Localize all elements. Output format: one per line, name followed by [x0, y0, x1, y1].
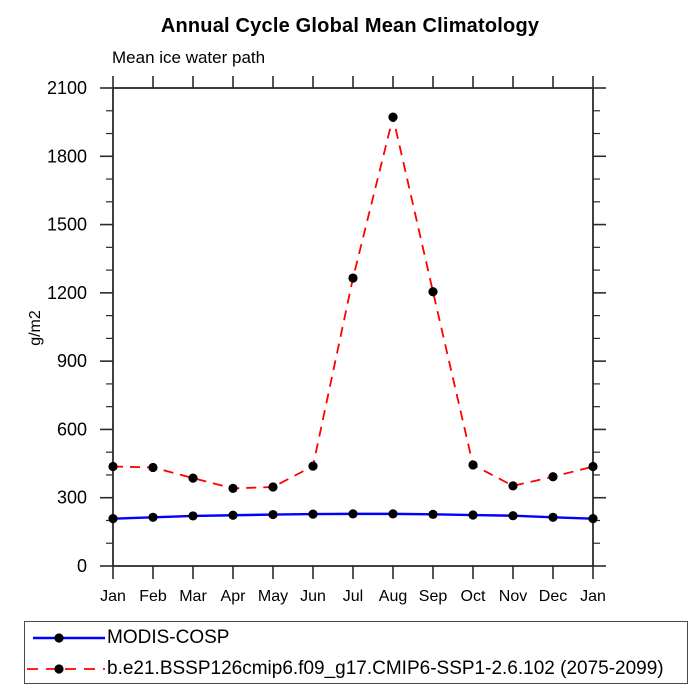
- legend-box: MODIS-COSP b.e21.BSSP126cmip6.f09_g17.CM…: [24, 621, 688, 684]
- svg-text:600: 600: [57, 419, 87, 439]
- svg-text:1500: 1500: [47, 215, 87, 235]
- svg-text:May: May: [258, 588, 288, 605]
- svg-text:Nov: Nov: [499, 588, 527, 605]
- svg-text:Jun: Jun: [300, 588, 326, 605]
- svg-text:Jul: Jul: [343, 588, 363, 605]
- svg-text:1200: 1200: [47, 283, 87, 303]
- svg-text:Jan: Jan: [100, 588, 126, 605]
- svg-text:Dec: Dec: [539, 588, 567, 605]
- svg-text:2100: 2100: [47, 78, 87, 98]
- chart-title: Annual Cycle Global Mean Climatology: [160, 15, 540, 37]
- chart-subtitle: Mean ice water path: [112, 48, 266, 67]
- svg-text:Sep: Sep: [419, 588, 448, 605]
- legend-entry-model: b.e21.BSSP126cmip6.f09_g17.CMIP6-SSP1-2.…: [27, 658, 664, 680]
- svg-text:900: 900: [57, 351, 87, 371]
- svg-text:Mar: Mar: [179, 588, 207, 605]
- legend-line-sample-modis: [33, 633, 105, 643]
- legend-line-sample-model: [27, 664, 105, 674]
- svg-text:Oct: Oct: [461, 588, 486, 605]
- legend-entry-modis: MODIS-COSP: [27, 627, 229, 649]
- svg-text:Aug: Aug: [379, 588, 407, 605]
- svg-text:Jan: Jan: [580, 588, 606, 605]
- svg-text:Apr: Apr: [221, 588, 247, 605]
- svg-text:0: 0: [77, 556, 87, 576]
- legend-label-modis: MODIS-COSP: [107, 627, 230, 648]
- svg-text:300: 300: [57, 488, 87, 508]
- svg-text:1800: 1800: [47, 146, 87, 166]
- svg-text:Feb: Feb: [139, 588, 167, 605]
- legend-label-model: b.e21.BSSP126cmip6.f09_g17.CMIP6-SSP1-2.…: [107, 658, 664, 679]
